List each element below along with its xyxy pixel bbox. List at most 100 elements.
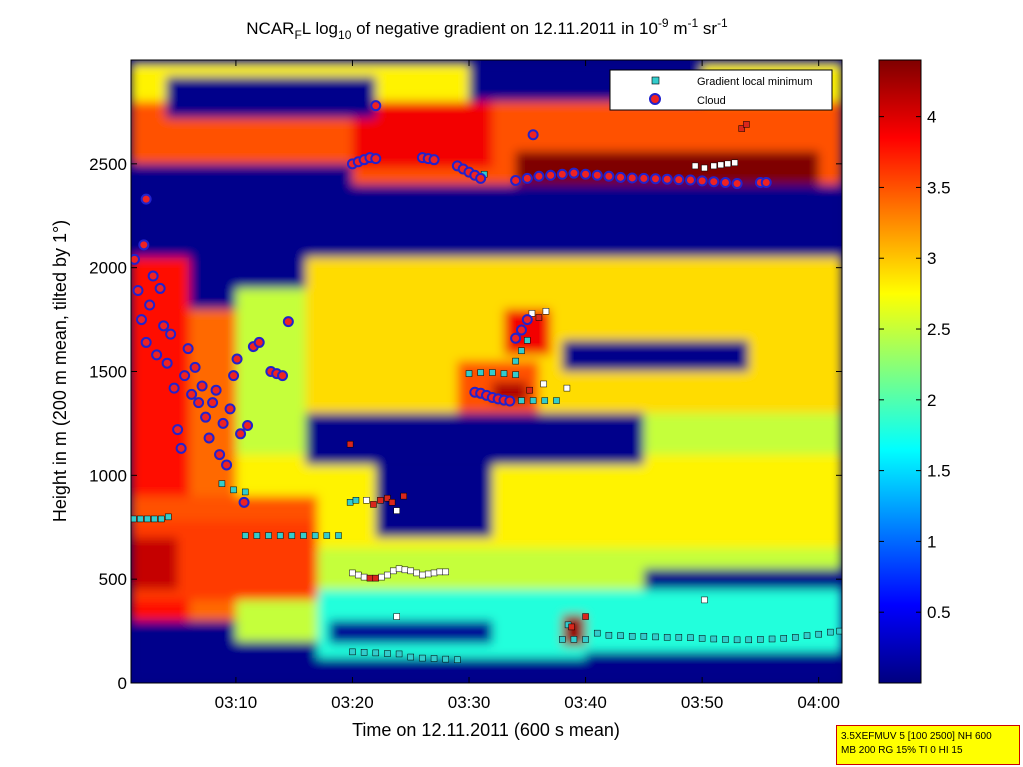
sparse-marker: [528, 310, 536, 317]
gradient-minimum-marker: [372, 649, 380, 657]
title-exp1: -9: [658, 16, 669, 30]
colorbar: [878, 59, 922, 684]
gradient-minimum-marker: [477, 369, 484, 376]
gradient-minimum-marker: [780, 635, 787, 642]
title-unit2: sr: [698, 19, 717, 38]
colorbar-tick-label: 1.5: [927, 462, 951, 481]
gradient-minimum-marker: [335, 532, 342, 539]
cloud-marker: [545, 169, 557, 181]
title-exp3: -1: [717, 16, 728, 30]
legend: Gradient local minimum Cloud: [609, 69, 833, 111]
cloud-marker: [533, 170, 545, 182]
sparse-marker: [393, 613, 401, 620]
gradient-minimum-marker: [745, 636, 753, 644]
gradient-minimum-marker: [663, 634, 671, 641]
sparse-marker: [701, 164, 708, 172]
cloud-marker: [203, 432, 215, 444]
sparse-marker: [424, 570, 432, 578]
cloud-marker: [231, 353, 243, 365]
gradient-minimum-marker: [518, 347, 525, 354]
gradient-minimum-marker: [395, 650, 403, 658]
gradient-minimum-marker: [722, 636, 729, 643]
x-tick-label: 03:40: [564, 693, 607, 712]
gradient-minimum-marker: [687, 634, 694, 641]
colorbar-tick-label: 3: [927, 249, 936, 268]
cloud-marker: [510, 332, 522, 344]
cloud-marker: [731, 178, 743, 190]
cloud-marker: [182, 343, 194, 355]
cloud-marker: [580, 168, 592, 180]
sparse-marker: [349, 569, 356, 577]
x-tick-label: 03:50: [681, 693, 724, 712]
sparse-marker: [436, 568, 444, 576]
gradient-minimum-marker: [815, 630, 822, 638]
cloud-marker: [154, 282, 166, 294]
cloud-marker: [708, 176, 720, 188]
sparse-marker: [401, 566, 409, 574]
y-tick-label: 1500: [89, 363, 127, 382]
cloud-marker: [760, 177, 772, 189]
cloud-marker: [556, 168, 568, 180]
y-tick-label: 1000: [89, 466, 127, 485]
sparse-marker: [355, 571, 362, 579]
gradient-minimum-marker: [151, 515, 158, 523]
cloud-marker: [238, 496, 250, 508]
cloud-marker: [214, 449, 226, 461]
sparse-marker: [366, 574, 374, 582]
gradient-minimum-marker: [593, 629, 601, 637]
cloud-marker: [521, 172, 533, 184]
colorbar-tick-label: 0.5: [927, 603, 951, 622]
sparse-marker: [535, 314, 543, 321]
title-unit1: m: [669, 19, 688, 38]
sparse-marker: [710, 162, 718, 170]
gradient-minimum-marker: [241, 532, 249, 539]
cloud-marker: [673, 174, 685, 186]
cloud-marker: [175, 442, 187, 454]
cloud-marker: [277, 370, 289, 382]
y-axis-label: Height in m (200 m mean, tilted by 1°): [50, 220, 70, 522]
sparse-marker: [568, 623, 575, 631]
gradient-minimum-marker: [541, 397, 549, 404]
cloud-marker: [235, 428, 247, 440]
cloud-marker: [172, 424, 184, 436]
title-after-prefix: L log: [302, 19, 338, 38]
gradient-minimum-marker: [675, 634, 683, 641]
sparse-marker: [384, 571, 391, 579]
legend-marker-gradient-minimum: [651, 76, 660, 85]
cloud-marker: [650, 173, 662, 185]
sparse-marker: [419, 571, 426, 579]
cloud-marker: [140, 336, 152, 348]
cloud-marker: [253, 336, 265, 348]
gradient-minimum-marker: [241, 488, 249, 496]
cloud-marker: [370, 100, 382, 112]
cloud-marker: [615, 171, 627, 183]
gradient-minimum-marker: [311, 532, 319, 539]
gradient-minimum-marker: [524, 337, 531, 344]
sparse-marker: [743, 121, 750, 128]
cloud-marker: [242, 419, 254, 431]
info-line-1: 3.5XEFMUV 5 [100 2500] NH 600: [841, 731, 992, 742]
gradient-minimum-marker: [529, 397, 537, 404]
cloud-marker: [217, 417, 229, 429]
field-region: [305, 413, 644, 465]
gradient-minimum-marker: [553, 397, 560, 404]
colorbar-tick-label: 2.5: [927, 320, 951, 339]
field-region: [131, 163, 353, 216]
gradient-minimum-marker: [442, 655, 449, 663]
gradient-minimum-marker: [512, 357, 519, 365]
cloud-marker: [475, 172, 487, 184]
sparse-marker: [400, 492, 407, 500]
cloud-marker: [135, 314, 147, 326]
field-region: [562, 340, 749, 372]
gradient-minimum-marker: [144, 515, 151, 523]
gradient-minimum-marker: [640, 633, 648, 640]
title-prefix-sub: F: [294, 28, 301, 42]
cloud-marker: [131, 253, 140, 265]
gradient-minimum-marker: [489, 369, 496, 376]
colorbar-tick-label: 4: [927, 108, 936, 127]
gradient-minimum-marker: [131, 515, 137, 523]
gradient-minimum-marker: [288, 532, 296, 539]
cloud-marker: [158, 320, 170, 332]
info-box: 3.5XEFMUV 5 [100 2500] NH 600 MB 200 RG …: [836, 725, 1020, 765]
